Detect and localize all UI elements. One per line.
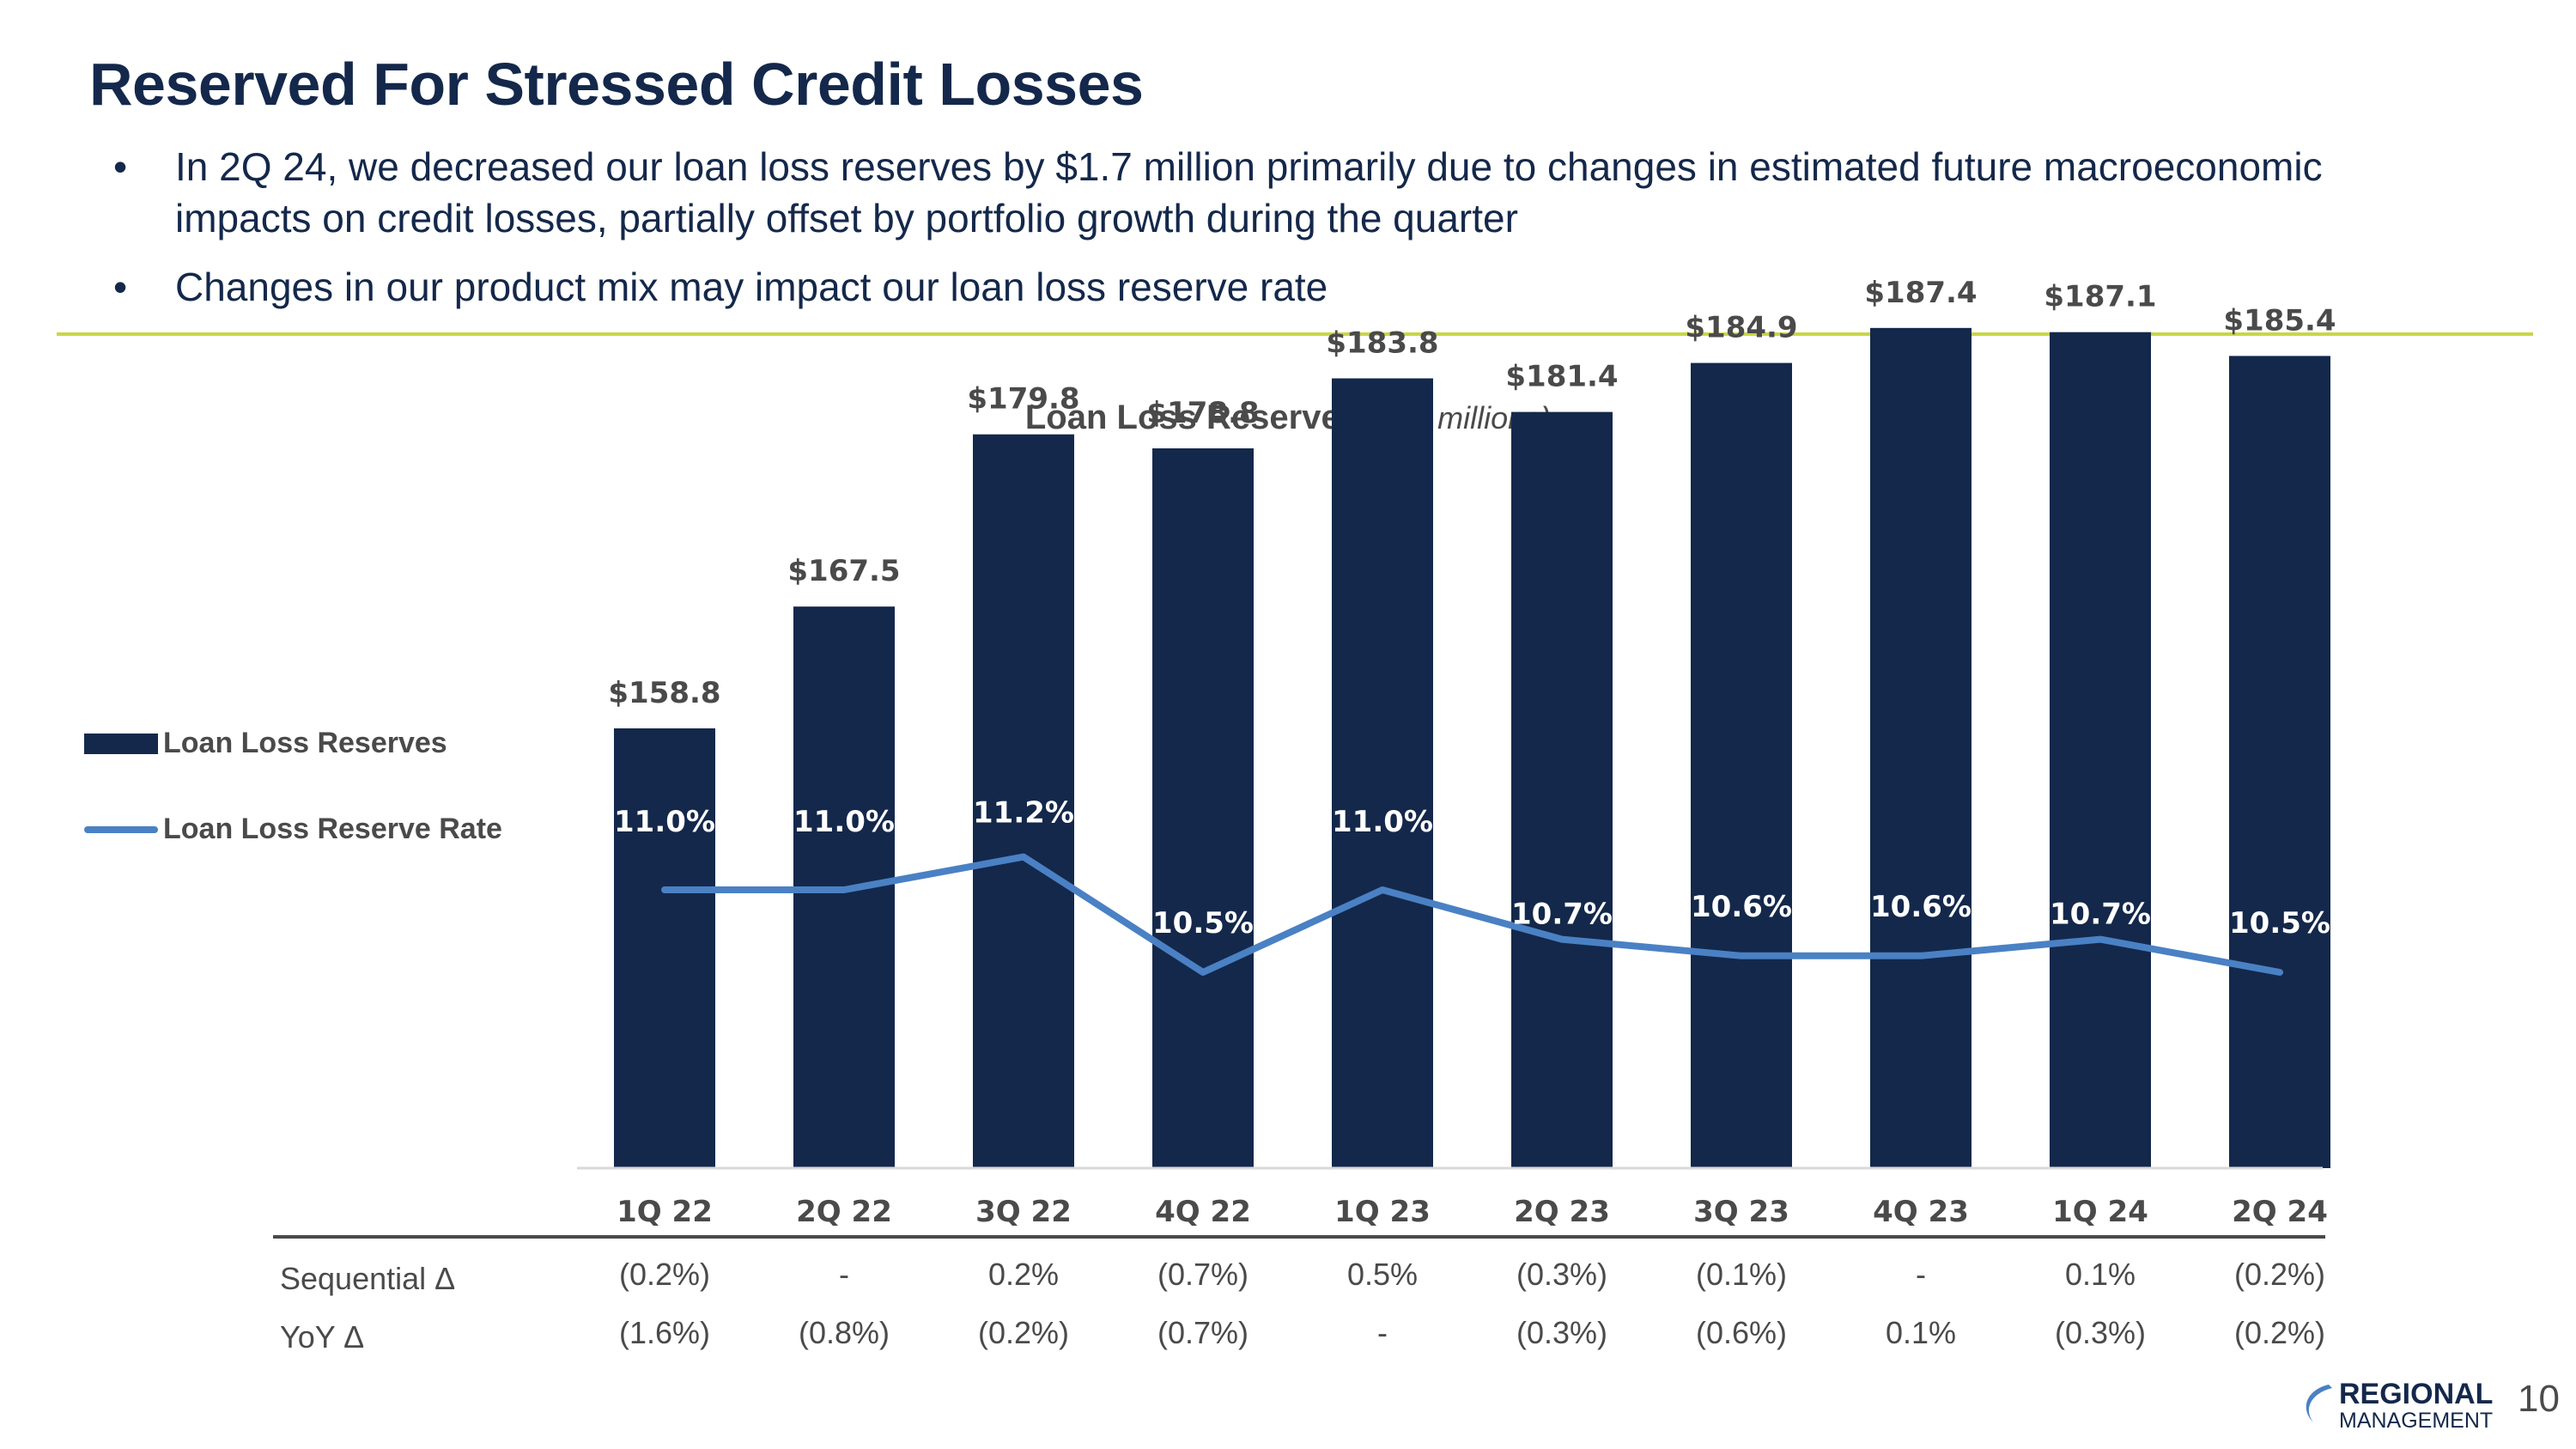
x-tick-label: 4Q 23 xyxy=(1873,1195,1969,1229)
bullet-text: In 2Q 24, we decreased our loan loss res… xyxy=(175,144,2323,240)
legend-line-swatch-icon xyxy=(84,825,158,833)
bar-value-label: $185.4 xyxy=(2223,303,2336,338)
bullet-dot-icon: • xyxy=(113,144,128,189)
rate-value-label: 11.0% xyxy=(1332,805,1433,839)
table-cell: (0.6%) xyxy=(1696,1315,1787,1350)
divider-rule xyxy=(57,332,2533,336)
regional-management-logo: REGIONAL MANAGEMENT xyxy=(2306,1378,2493,1433)
table-cell: - xyxy=(1377,1315,1388,1350)
bar xyxy=(1152,448,1254,1168)
bar xyxy=(1691,362,1792,1168)
table-cell: (0.7%) xyxy=(1157,1257,1249,1292)
table-cell: 0.1% xyxy=(2065,1257,2136,1292)
bar xyxy=(2050,332,2151,1169)
bar-value-label: $187.1 xyxy=(2044,280,2156,314)
x-tick-label: 2Q 23 xyxy=(1514,1195,1610,1229)
x-tick-label: 1Q 24 xyxy=(2052,1195,2148,1229)
rate-value-label: 11.0% xyxy=(793,805,895,839)
bar xyxy=(973,434,1074,1168)
table-cell: (1.6%) xyxy=(619,1315,710,1350)
table-cell: - xyxy=(839,1257,849,1292)
bullet-text: Changes in our product mix may impact ou… xyxy=(175,265,1328,309)
bar-value-label: $184.9 xyxy=(1685,311,1797,345)
page-number: 10 xyxy=(2518,1378,2560,1420)
table-cell: (0.2%) xyxy=(978,1315,1069,1350)
bar xyxy=(614,728,715,1168)
legend-item-line: Loan Loss Reserve Rate xyxy=(84,813,502,846)
chart-title-main: Loan Loss Reserves xyxy=(1024,399,1359,436)
table-cell: (0.3%) xyxy=(1516,1315,1607,1350)
bar-value-label: $167.5 xyxy=(787,554,900,588)
bar-value-label: $179.8 xyxy=(967,382,1079,417)
table-cell: (0.2%) xyxy=(2234,1257,2325,1292)
bar xyxy=(1511,411,1613,1168)
table-cell: (0.8%) xyxy=(799,1315,890,1350)
logo-text-top: REGIONAL xyxy=(2339,1378,2493,1410)
bar-value-label: $158.8 xyxy=(608,676,720,710)
logo-text-bottom: MANAGEMENT xyxy=(2339,1409,2493,1433)
rate-value-label: 10.7% xyxy=(2050,898,2151,932)
rate-value-label: 10.5% xyxy=(2229,906,2330,941)
rate-value-label: 10.5% xyxy=(1152,906,1254,941)
table-cell: (0.7%) xyxy=(1157,1315,1249,1350)
table-cell: 0.2% xyxy=(988,1257,1059,1292)
x-tick-label: 4Q 22 xyxy=(1155,1195,1251,1229)
bar-value-label: $187.4 xyxy=(1864,276,1977,310)
table-row-label-yoy: YoY Δ xyxy=(280,1319,365,1355)
legend-label: Loan Loss Reserve Rate xyxy=(163,813,502,845)
table-cell: 0.1% xyxy=(1886,1315,1956,1350)
table-cell: (0.1%) xyxy=(1696,1257,1787,1292)
rate-value-label: 10.7% xyxy=(1511,898,1613,932)
bullet-item: • Changes in our product mix may impact o… xyxy=(112,261,2379,313)
x-tick-label: 2Q 24 xyxy=(2232,1195,2328,1229)
bar xyxy=(2229,356,2330,1168)
legend-item-bars: Loan Loss Reserves xyxy=(84,727,447,760)
rate-value-label: 11.2% xyxy=(973,796,1074,831)
x-tick-label: 1Q 22 xyxy=(617,1195,713,1229)
bar-value-label: $178.8 xyxy=(1146,396,1259,430)
x-tick-label: 2Q 22 xyxy=(796,1195,892,1229)
rate-line xyxy=(661,853,2283,976)
logo-swoosh-icon xyxy=(2306,1385,2332,1422)
bar xyxy=(1870,327,1971,1168)
x-tick-label: 3Q 22 xyxy=(975,1195,1072,1229)
table-cell: (0.2%) xyxy=(2234,1315,2325,1350)
table-cell: (0.2%) xyxy=(619,1257,710,1292)
x-tick-label: 3Q 23 xyxy=(1693,1195,1789,1229)
bullet-list: • In 2Q 24, we decreased our loan loss re… xyxy=(112,141,2379,330)
legend-label: Loan Loss Reserves xyxy=(163,727,447,759)
rate-value-label: 11.0% xyxy=(614,805,715,839)
bullet-dot-icon: • xyxy=(113,265,128,309)
table-cell: 0.5% xyxy=(1347,1257,1418,1292)
x-tick-label: 1Q 23 xyxy=(1334,1195,1431,1229)
table-cell: (0.3%) xyxy=(1516,1257,1607,1292)
rate-value-label: 10.6% xyxy=(1691,890,1792,924)
table-row-label-sequential: Sequential Δ xyxy=(280,1261,456,1296)
bar xyxy=(1332,378,1433,1168)
legend-bar-swatch-icon xyxy=(84,733,158,754)
rate-value-label: 10.6% xyxy=(1870,890,1971,924)
bar-value-label: $183.8 xyxy=(1326,326,1438,361)
bullet-item: • In 2Q 24, we decreased our loan loss re… xyxy=(112,141,2379,244)
table-cell: (0.3%) xyxy=(2055,1315,2146,1350)
bar-value-label: $181.4 xyxy=(1505,360,1618,394)
page-title: Reserved For Stressed Credit Losses xyxy=(89,51,1144,118)
table-cell: - xyxy=(1916,1257,1926,1292)
